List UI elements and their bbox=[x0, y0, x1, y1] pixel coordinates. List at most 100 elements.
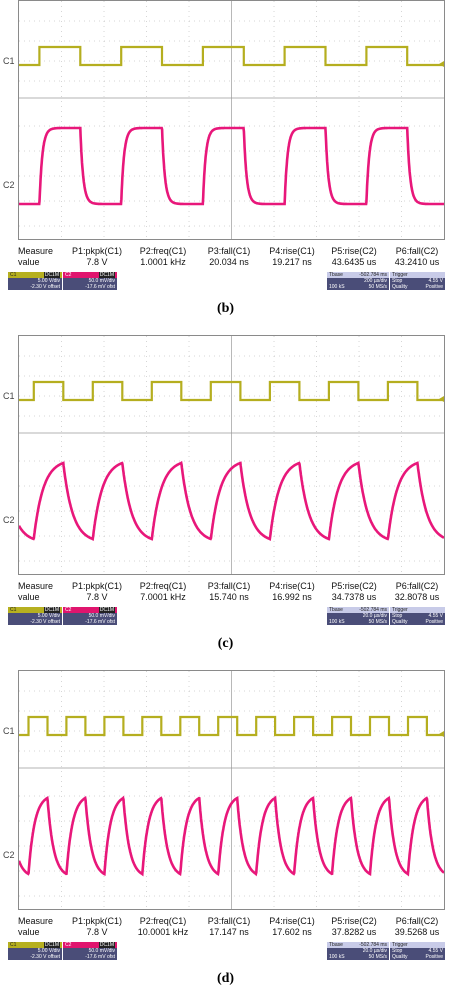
c1-trace bbox=[19, 715, 444, 737]
figure-caption: (c) bbox=[217, 636, 234, 651]
c2-coupling-tag: DC1M bbox=[98, 607, 115, 613]
c1-trace bbox=[19, 45, 444, 67]
status-bar: C1 DC1M 5.00 V/div -2.30 V offset C2 DC1M … bbox=[0, 942, 451, 960]
c2-trace bbox=[19, 795, 444, 877]
measure-p6: P6:fall(C2) 43.2410 us bbox=[386, 246, 448, 268]
measure-value: 43.6435 us bbox=[331, 257, 377, 267]
timebase-rate-row: 100 kS 50 MS/s bbox=[327, 284, 389, 290]
c2-settings-box[interactable]: C2 DC1M 50.0 mV/div -17.6 mV ofst bbox=[63, 607, 117, 625]
trigger-slope: Positive bbox=[425, 954, 443, 960]
c2-box-label: C2 bbox=[65, 272, 72, 278]
timebase-box[interactable]: Tbase -502.784 ms 20.0 µs/div 100 kS 50 MS… bbox=[327, 607, 389, 625]
trigger-box[interactable]: Trigger Stop 4.55 V Quality Positive bbox=[390, 607, 445, 625]
channel-2-label: C2 bbox=[3, 180, 15, 190]
measure-name: P5:rise(C2) bbox=[331, 581, 377, 591]
c2-offset: -17.6 mV ofst bbox=[85, 284, 115, 290]
trigger-mode: Stop bbox=[392, 948, 403, 954]
timebase-rate: 50 MS/s bbox=[368, 284, 387, 290]
measure-value: 1.0001 kHz bbox=[140, 257, 186, 267]
measure-value: 39.5268 us bbox=[394, 927, 440, 937]
trigger-box[interactable]: Trigger Stop 4.55 V Quality Positive bbox=[390, 942, 445, 960]
figure-caption: (d) bbox=[216, 971, 235, 986]
c1-coupling-tag: DC1M bbox=[43, 607, 60, 613]
scope-panel-b: C1 C2 Measure value P1:pkpk(C1) 7.8 V P2… bbox=[0, 0, 451, 335]
timebase-div: 20.0 µs/div bbox=[362, 613, 387, 619]
timebase-box[interactable]: Tbase -502.784 ms 20.0 µs/div 100 kS 50 MS… bbox=[327, 942, 389, 960]
waveform-display bbox=[19, 1, 444, 239]
c1-vdiv: 5.00 V/div bbox=[37, 613, 60, 619]
timebase-label: Tbase bbox=[329, 607, 343, 613]
timebase-label: Tbase bbox=[329, 942, 343, 948]
measure-p1: P1:pkpk(C1) 7.8 V bbox=[66, 581, 128, 603]
timebase-value: -502.784 ms bbox=[359, 607, 387, 613]
c1-vdiv: 5.00 V/div bbox=[37, 278, 60, 284]
measure-name: P6:fall(C2) bbox=[395, 246, 439, 256]
timebase-div: 200 µs/div bbox=[364, 278, 387, 284]
trigger-quality: Quality bbox=[392, 954, 408, 960]
c2-box-label: C2 bbox=[65, 942, 72, 948]
c2-coupling-tag: DC1M bbox=[98, 942, 115, 948]
trigger-quality: Quality bbox=[392, 284, 408, 290]
c2-box-header: C2 DC1M bbox=[63, 607, 117, 613]
measure-title-line1: Measure bbox=[18, 581, 54, 591]
c2-settings-box[interactable]: C2 DC1M 50.0 mV/div -17.6 mV ofst bbox=[63, 272, 117, 290]
measure-name: P3:fall(C1) bbox=[207, 581, 251, 591]
measure-value: 16.992 ns bbox=[272, 592, 312, 602]
c2-box-header: C2 DC1M bbox=[63, 272, 117, 278]
c1-box-label: C1 bbox=[10, 607, 17, 613]
measure-title: Measure value bbox=[18, 246, 68, 268]
timebase-rate: 50 MS/s bbox=[368, 954, 387, 960]
c1-settings-box[interactable]: C1 DC1M 5.00 V/div -2.30 V offset bbox=[8, 272, 62, 290]
measure-name: P6:fall(C2) bbox=[395, 916, 439, 926]
trigger-level: 4.55 V bbox=[428, 948, 443, 954]
c1-settings-box[interactable]: C1 DC1M 5.00 V/div -2.30 V offset bbox=[8, 942, 62, 960]
measure-p5: P5:rise(C2) 34.7378 us bbox=[323, 581, 385, 603]
status-bar: C1 DC1M 5.00 V/div -2.30 V offset C2 DC1M … bbox=[0, 607, 451, 625]
c2-coupling-tag: DC1M bbox=[98, 272, 115, 278]
measure-p3: P3:fall(C1) 15.740 ns bbox=[198, 581, 260, 603]
measure-p6: P6:fall(C2) 39.5268 us bbox=[386, 916, 448, 938]
timebase-header: Tbase -502.784 ms bbox=[327, 272, 389, 278]
measure-name: P1:pkpk(C1) bbox=[71, 246, 123, 256]
measure-value: 15.740 ns bbox=[209, 592, 249, 602]
measure-p4: P4:rise(C1) 16.992 ns bbox=[261, 581, 323, 603]
c1-box-label: C1 bbox=[10, 942, 17, 948]
measure-value: 7.8 V bbox=[86, 927, 108, 937]
c1-settings-box[interactable]: C1 DC1M 5.00 V/div -2.30 V offset bbox=[8, 607, 62, 625]
measure-value: 7.8 V bbox=[86, 257, 108, 267]
channel-1-label: C1 bbox=[3, 56, 15, 66]
c2-box-label: C2 bbox=[65, 607, 72, 613]
measure-p5: P5:rise(C2) 37.8282 us bbox=[323, 916, 385, 938]
measurement-table: Measure value P1:pkpk(C1) 7.8 V P2:freq(… bbox=[0, 916, 451, 940]
trigger-row-1: Stop 4.55 V bbox=[390, 278, 445, 284]
measure-title-line2: value bbox=[18, 592, 40, 602]
trigger-row-1: Stop 4.55 V bbox=[390, 948, 445, 954]
c2-settings-box[interactable]: C2 DC1M 50.0 mV/div -17.6 mV ofst bbox=[63, 942, 117, 960]
timebase-samples: 100 kS bbox=[329, 284, 345, 290]
measure-name: P4:rise(C1) bbox=[269, 581, 315, 591]
measure-title: Measure value bbox=[18, 916, 68, 938]
measure-name: P2:freq(C1) bbox=[139, 581, 187, 591]
channel-2-label: C2 bbox=[3, 850, 15, 860]
measure-value: 20.034 ns bbox=[209, 257, 249, 267]
scope-panel-c: C1 C2 Measure value P1:pkpk(C1) 7.8 V P2… bbox=[0, 335, 451, 670]
trigger-mode: Stop bbox=[392, 278, 403, 284]
figure-caption: (b) bbox=[216, 301, 235, 316]
c1-box-header: C1 DC1M bbox=[8, 272, 62, 278]
measure-value: 10.0001 kHz bbox=[137, 927, 189, 937]
trigger-level-marker bbox=[439, 61, 444, 67]
c1-box-header: C1 DC1M bbox=[8, 607, 62, 613]
trigger-label: Trigger bbox=[392, 607, 408, 613]
measure-name: P2:freq(C1) bbox=[139, 246, 187, 256]
trigger-box[interactable]: Trigger Stop 4.55 V Quality Positive bbox=[390, 272, 445, 290]
measure-title-line2: value bbox=[18, 927, 40, 937]
measure-p1: P1:pkpk(C1) 7.8 V bbox=[66, 916, 128, 938]
timebase-box[interactable]: Tbase -502.784 ms 200 µs/div 100 kS 50 MS/… bbox=[327, 272, 389, 290]
measurement-table: Measure value P1:pkpk(C1) 7.8 V P2:freq(… bbox=[0, 581, 451, 605]
timebase-rate: 50 MS/s bbox=[368, 619, 387, 625]
measure-name: P1:pkpk(C1) bbox=[71, 581, 123, 591]
trigger-row-2: Quality Positive bbox=[390, 619, 445, 625]
trigger-level-marker bbox=[439, 731, 444, 737]
measure-name: P2:freq(C1) bbox=[139, 916, 187, 926]
trigger-level-marker bbox=[439, 396, 444, 402]
